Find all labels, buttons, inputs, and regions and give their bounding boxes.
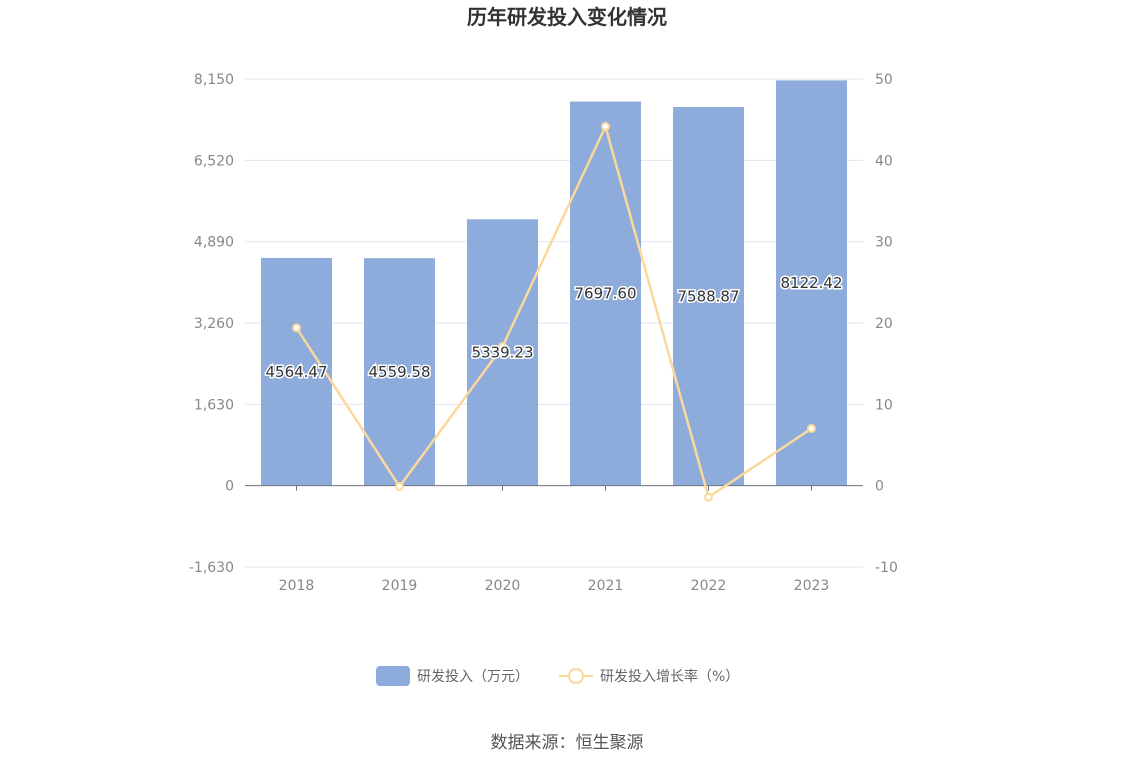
bar <box>261 257 332 486</box>
bar <box>776 80 847 486</box>
y-right-tick-label: 0 <box>875 479 884 495</box>
legend-line-marker <box>568 668 584 684</box>
y-right-tick-label: -10 <box>875 560 898 576</box>
line-point <box>292 323 301 333</box>
y-left-tick-label: 4,890 <box>194 235 234 251</box>
y-left-tick-label: 0 <box>225 479 234 495</box>
x-tick-label: 2020 <box>485 578 521 594</box>
bar-value-label: 7588.87 <box>677 287 739 305</box>
bar-value-label: 8122.42 <box>780 274 842 292</box>
data-source: 数据来源：恒生聚源 <box>491 733 644 753</box>
y-right-tick-label: 10 <box>875 397 893 413</box>
line-point <box>704 492 713 502</box>
line-point <box>601 121 610 131</box>
y-left-tick-label: 6,520 <box>194 153 234 169</box>
legend-bar-label: 研发投入（万元） <box>417 669 529 685</box>
bar-value-label: 5339.23 <box>471 343 533 361</box>
x-tick-label: 2019 <box>382 578 418 594</box>
legend[interactable]: 研发投入（万元） 研发投入增长率（%） <box>376 666 739 686</box>
axes: -1,630 0 1,630 3,260 4,890 6,520 8,150 -10 0 10 20… <box>189 72 898 594</box>
line-point <box>395 482 404 492</box>
legend-bar-swatch <box>376 666 410 686</box>
legend-item-line[interactable]: 研发投入增长率（%） <box>559 668 739 685</box>
y-left-tick-label: 8,150 <box>194 72 234 88</box>
bar-value-labels: 4564.47 4559.58 5339.23 7697.60 7588.87 8122.… <box>264 273 844 383</box>
line-point <box>807 423 816 433</box>
growth-line <box>295 122 813 500</box>
line-series <box>292 121 816 502</box>
line-point <box>498 342 507 352</box>
y-right-tick-label: 50 <box>875 72 893 88</box>
bar <box>467 219 538 486</box>
bar <box>364 258 435 486</box>
grid-lines <box>245 78 863 568</box>
x-tick-label: 2022 <box>691 578 727 594</box>
x-tick-label: 2018 <box>279 578 315 594</box>
bar <box>673 106 744 486</box>
y-left-tick-label: -1,630 <box>189 560 234 576</box>
x-tick-label: 2021 <box>588 578 624 594</box>
bar-series <box>261 80 847 486</box>
y-right-tick-label: 30 <box>875 235 893 251</box>
chart-title: 历年研发投入变化情况 <box>467 5 667 29</box>
legend-line-label: 研发投入增长率（%） <box>600 668 739 685</box>
bar-value-label: 7697.60 <box>574 285 636 303</box>
bar <box>570 101 641 486</box>
y-right-tick-label: 40 <box>875 153 893 169</box>
bar-value-label: 4559.58 <box>368 363 430 381</box>
y-right-tick-label: 20 <box>875 316 893 332</box>
x-tick-label: 2023 <box>794 578 830 594</box>
legend-item-bar[interactable]: 研发投入（万元） <box>376 666 529 686</box>
bar-value-label: 4564.47 <box>265 363 327 381</box>
y-left-tick-label: 3,260 <box>194 316 234 332</box>
y-left-tick-label: 1,630 <box>194 397 234 413</box>
